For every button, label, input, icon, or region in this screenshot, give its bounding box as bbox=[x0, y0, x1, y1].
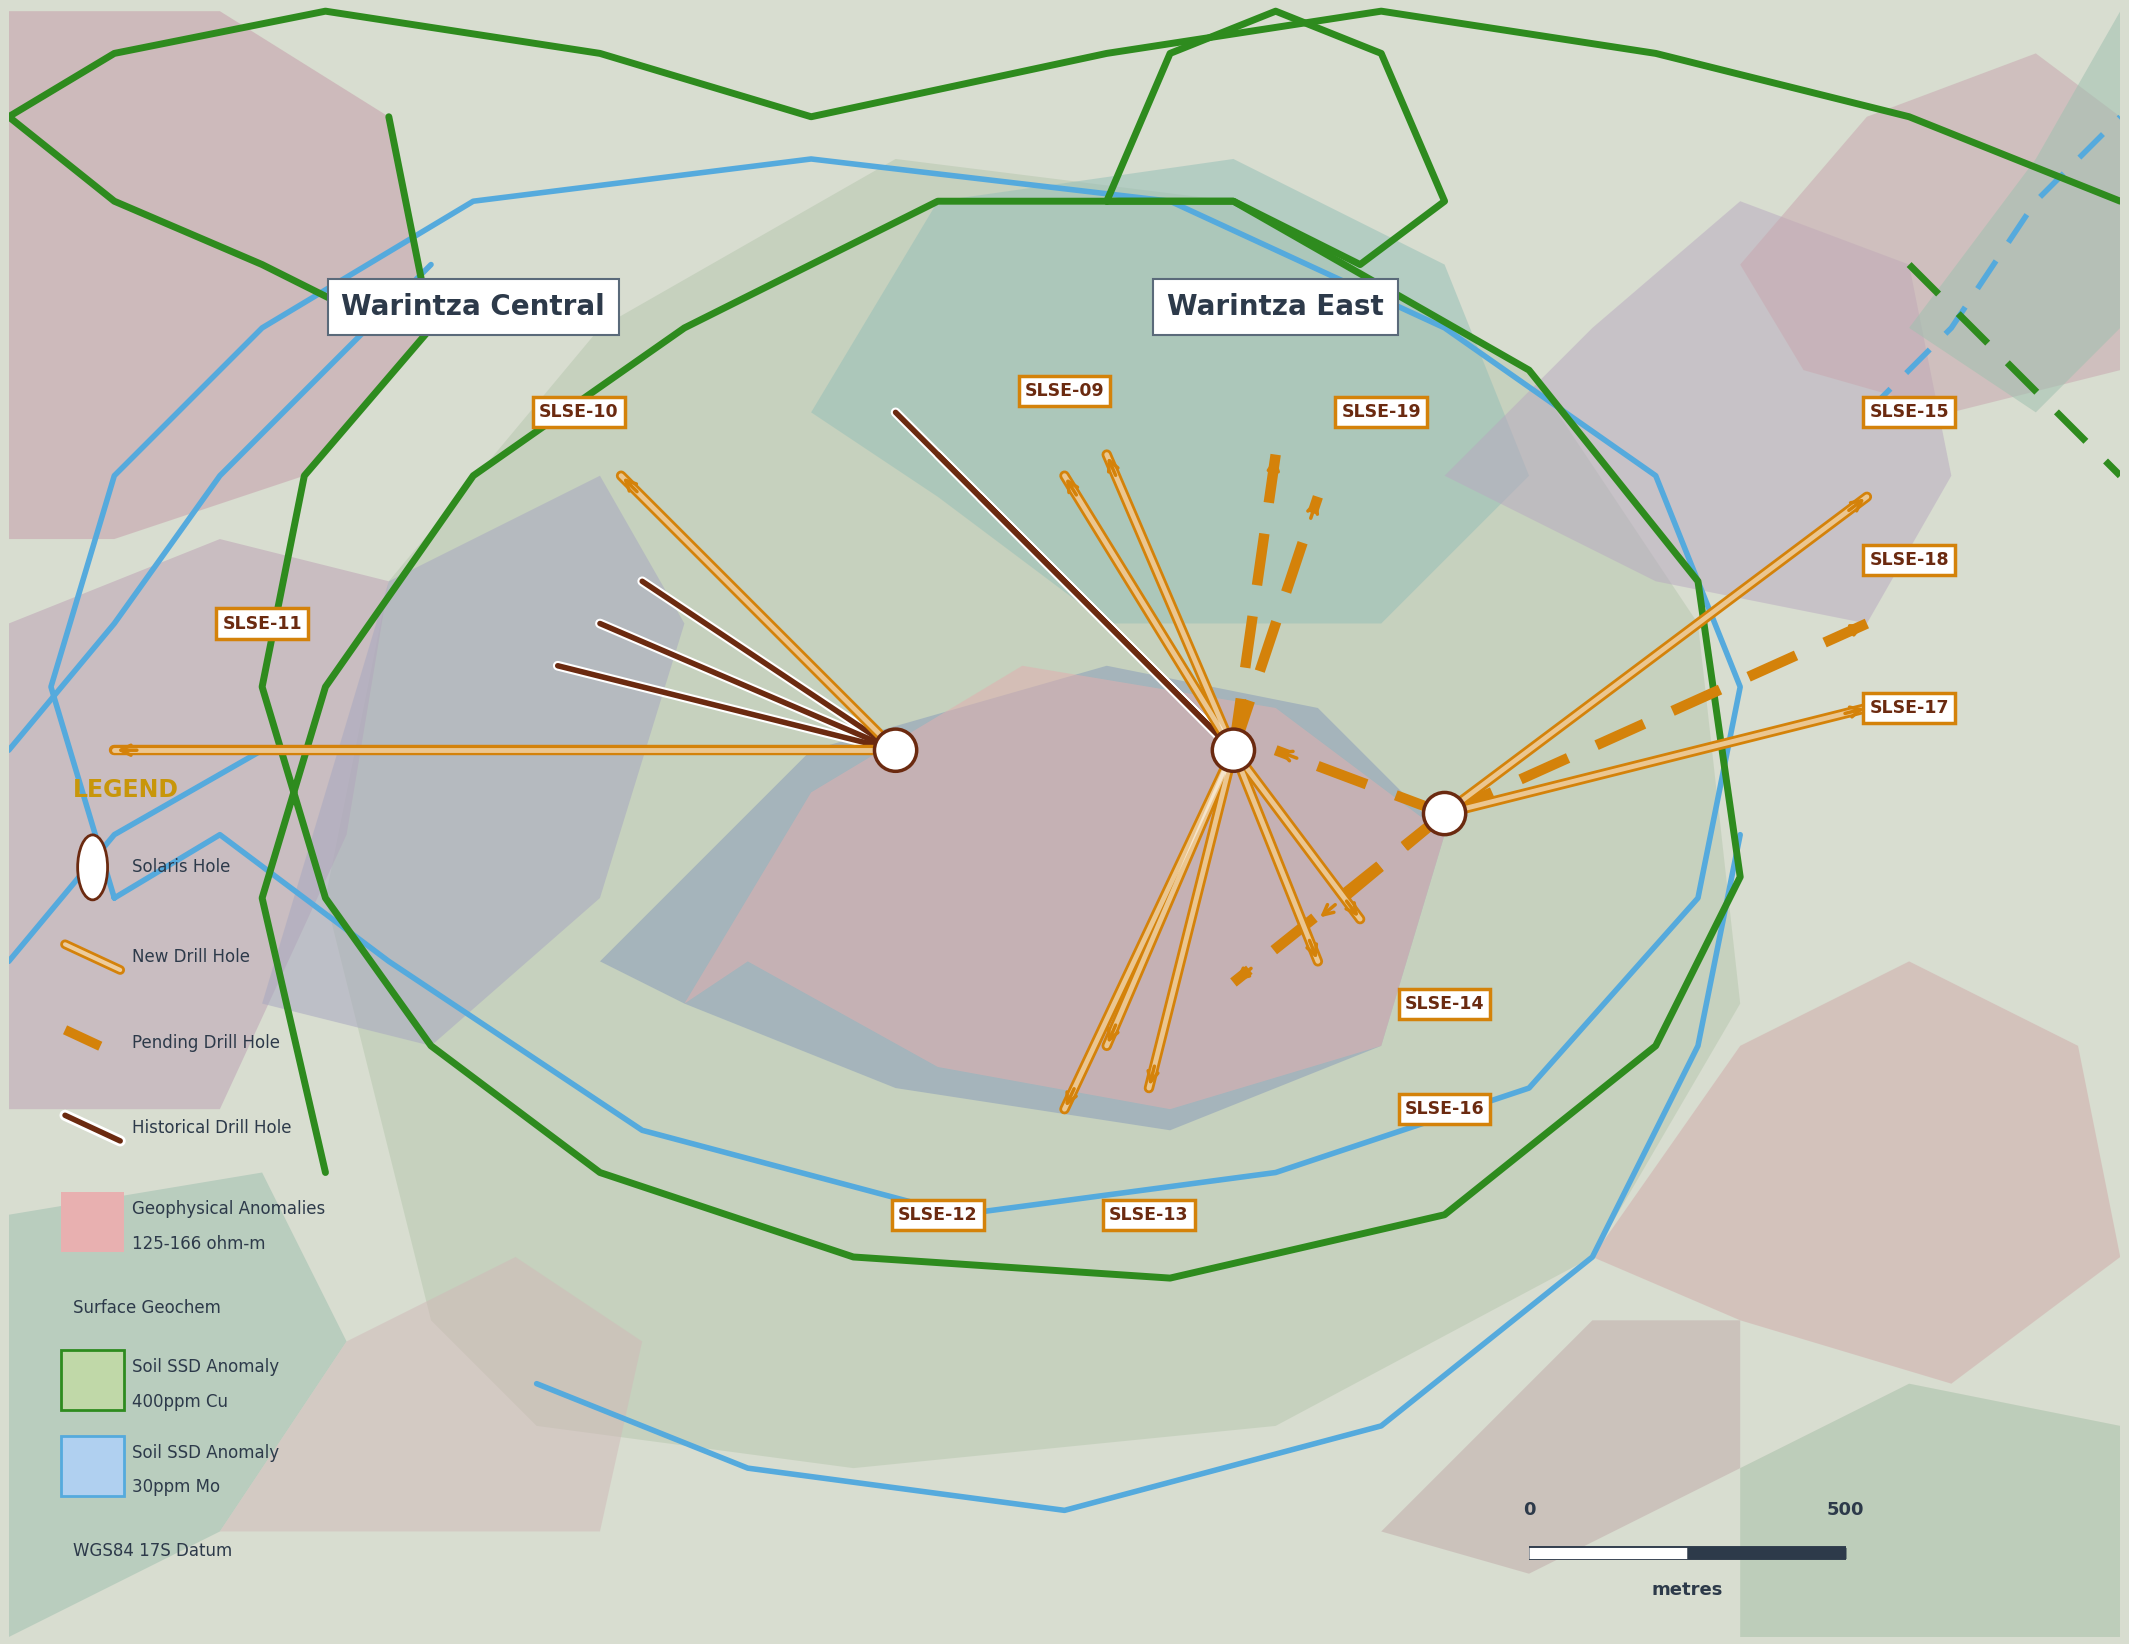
Text: LEGEND: LEGEND bbox=[72, 779, 179, 802]
Text: Warintza East: Warintza East bbox=[1167, 293, 1384, 321]
Text: Pending Drill Hole: Pending Drill Hole bbox=[132, 1034, 281, 1052]
Polygon shape bbox=[62, 1192, 123, 1253]
Text: SLSE-19: SLSE-19 bbox=[1341, 403, 1420, 421]
Text: SLSE-18: SLSE-18 bbox=[1869, 551, 1948, 569]
Polygon shape bbox=[326, 159, 1739, 1468]
Text: New Drill Hole: New Drill Hole bbox=[132, 949, 249, 967]
Text: SLSE-09: SLSE-09 bbox=[1024, 383, 1105, 399]
Text: 500: 500 bbox=[1827, 1501, 1865, 1519]
Text: Surface Geochem: Surface Geochem bbox=[72, 1299, 221, 1317]
Text: SLSE-12: SLSE-12 bbox=[898, 1205, 977, 1223]
Polygon shape bbox=[1382, 1320, 1739, 1573]
Text: metres: metres bbox=[1652, 1582, 1722, 1600]
Polygon shape bbox=[600, 666, 1446, 1131]
Text: SLSE-15: SLSE-15 bbox=[1869, 403, 1948, 421]
Text: 125-166 ohm-m: 125-166 ohm-m bbox=[132, 1235, 266, 1253]
Text: SLSE-17: SLSE-17 bbox=[1869, 699, 1948, 717]
Polygon shape bbox=[9, 12, 430, 539]
Polygon shape bbox=[683, 666, 1446, 1110]
Text: SLSE-16: SLSE-16 bbox=[1405, 1100, 1484, 1118]
Polygon shape bbox=[219, 1258, 643, 1532]
Circle shape bbox=[1211, 728, 1254, 771]
Text: SLSE-13: SLSE-13 bbox=[1109, 1205, 1188, 1223]
Text: SLSE-14: SLSE-14 bbox=[1405, 995, 1484, 1013]
Polygon shape bbox=[62, 1350, 123, 1411]
Polygon shape bbox=[1446, 201, 1952, 623]
Text: WGS84 17S Datum: WGS84 17S Datum bbox=[72, 1542, 232, 1560]
Text: Warintza Central: Warintza Central bbox=[341, 293, 605, 321]
Polygon shape bbox=[1910, 12, 2120, 413]
Polygon shape bbox=[811, 159, 1529, 623]
Polygon shape bbox=[1592, 962, 2120, 1384]
Text: Historical Drill Hole: Historical Drill Hole bbox=[132, 1120, 292, 1138]
Text: Geophysical Anomalies: Geophysical Anomalies bbox=[132, 1200, 326, 1218]
Circle shape bbox=[1424, 792, 1465, 835]
Polygon shape bbox=[9, 539, 390, 1110]
Text: Soil SSD Anomaly: Soil SSD Anomaly bbox=[132, 1358, 279, 1376]
Text: SLSE-10: SLSE-10 bbox=[539, 403, 620, 421]
Text: Soil SSD Anomaly: Soil SSD Anomaly bbox=[132, 1443, 279, 1462]
Text: 0: 0 bbox=[1522, 1501, 1535, 1519]
Polygon shape bbox=[9, 1172, 347, 1637]
Text: Solaris Hole: Solaris Hole bbox=[132, 858, 230, 876]
Circle shape bbox=[875, 728, 918, 771]
Polygon shape bbox=[1739, 53, 2120, 413]
Text: 400ppm Cu: 400ppm Cu bbox=[132, 1392, 228, 1411]
Polygon shape bbox=[262, 475, 683, 1046]
Polygon shape bbox=[62, 1435, 123, 1496]
Circle shape bbox=[77, 835, 109, 899]
Polygon shape bbox=[1739, 1384, 2120, 1637]
Text: SLSE-11: SLSE-11 bbox=[221, 615, 302, 633]
Text: 30ppm Mo: 30ppm Mo bbox=[132, 1478, 219, 1496]
